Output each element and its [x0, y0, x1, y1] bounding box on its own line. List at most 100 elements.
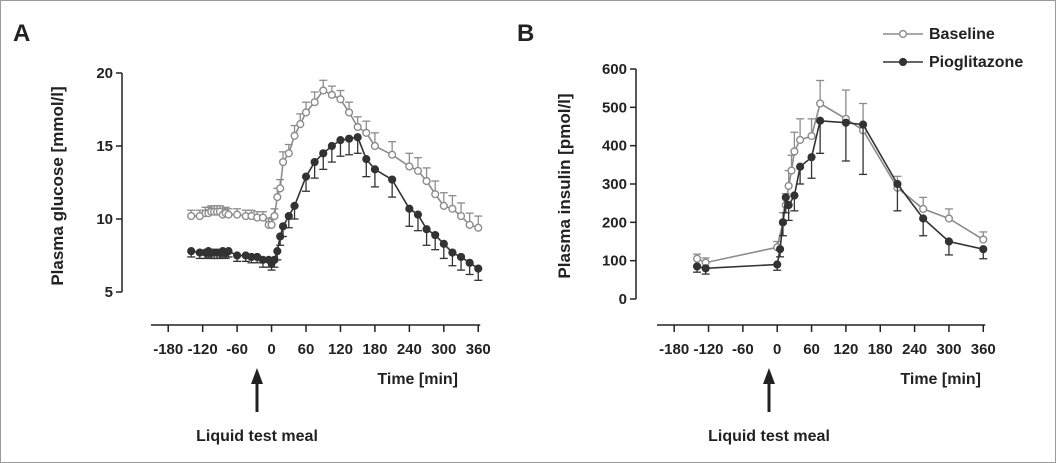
x-axis-label: Time [min]	[377, 371, 458, 388]
data-point	[353, 133, 362, 142]
data-point	[344, 108, 354, 117]
y-tick-label: 200	[602, 214, 627, 231]
data-point	[270, 255, 279, 264]
data-point	[276, 184, 285, 193]
y-tick-label: 600	[602, 61, 627, 78]
data-point	[456, 211, 466, 221]
data-point	[448, 204, 457, 213]
data-point	[816, 99, 825, 108]
data-point	[422, 225, 431, 234]
series-pioglitazone	[187, 133, 483, 281]
data-point	[301, 108, 311, 117]
data-point	[278, 222, 288, 231]
data-point	[448, 248, 457, 257]
y-axis-label: Plasma insulin [pmol/l]	[555, 93, 574, 278]
data-point	[284, 149, 293, 158]
data-point	[439, 239, 448, 248]
data-point	[778, 218, 788, 227]
data-point	[784, 200, 793, 210]
data-point	[775, 245, 785, 254]
x-tick-label: 240	[902, 341, 927, 358]
data-point	[187, 211, 196, 221]
y-tick-label: 10	[96, 211, 113, 228]
data-point	[439, 201, 448, 210]
series-line	[696, 102, 984, 264]
x-tick-label: -60	[732, 341, 754, 358]
data-point	[353, 122, 362, 132]
data-point	[233, 210, 242, 219]
data-point	[290, 201, 299, 210]
x-tick-label: 120	[833, 341, 858, 358]
data-point	[187, 247, 196, 256]
y-tick-label: 400	[602, 138, 627, 155]
legend-label: Pioglitazone	[929, 54, 1023, 71]
data-point	[290, 131, 299, 140]
data-point	[327, 141, 336, 151]
data-point	[319, 86, 328, 95]
x-tick-label: -120	[188, 341, 218, 358]
data-point	[413, 166, 423, 175]
data-point	[919, 204, 928, 214]
data-point	[919, 214, 928, 223]
data-point	[784, 181, 793, 191]
data-point	[301, 172, 311, 181]
data-point	[336, 136, 345, 145]
data-point	[692, 262, 702, 271]
data-point	[388, 150, 397, 159]
meal-annotation: Liquid test meal	[196, 428, 318, 445]
data-point	[781, 193, 790, 202]
data-point	[422, 176, 431, 186]
data-point	[310, 157, 319, 167]
x-tick-label: 120	[328, 341, 353, 358]
data-point	[807, 153, 816, 162]
data-point	[327, 90, 336, 100]
data-point	[267, 220, 276, 229]
data-point	[807, 131, 816, 141]
data-point	[979, 245, 988, 254]
x-tick-label: -120	[694, 341, 724, 358]
x-tick-label: 300	[431, 341, 456, 358]
data-point	[790, 191, 799, 200]
data-point	[858, 120, 868, 129]
data-point	[273, 193, 282, 202]
data-point	[431, 190, 440, 199]
data-point	[319, 149, 328, 158]
data-point	[362, 128, 371, 137]
series-baseline	[187, 79, 483, 232]
panel-label: B	[517, 20, 534, 47]
meal-annotation: Liquid test meal	[708, 428, 830, 445]
data-point	[893, 179, 902, 189]
x-tick-label: 180	[868, 341, 893, 358]
x-tick-label: 360	[466, 341, 491, 358]
data-point	[296, 119, 305, 129]
data-point	[405, 204, 414, 213]
data-point	[796, 135, 805, 145]
data-point	[388, 175, 397, 184]
x-tick-label: 240	[397, 341, 422, 358]
legend-label: Baseline	[929, 26, 995, 43]
data-point	[787, 166, 796, 175]
data-point	[405, 162, 414, 171]
panel-label: A	[13, 20, 30, 47]
meal-arrow-head	[763, 368, 775, 384]
x-tick-label: 60	[298, 341, 315, 358]
data-point	[362, 155, 371, 164]
x-tick-label: -180	[153, 341, 183, 358]
x-tick-label: 60	[803, 341, 820, 358]
data-point	[370, 141, 380, 151]
data-point	[224, 210, 233, 219]
data-point	[456, 252, 466, 262]
data-point	[701, 264, 710, 273]
x-tick-label: -60	[226, 341, 248, 358]
data-point	[773, 260, 782, 269]
x-tick-label: 0	[773, 341, 781, 358]
data-point	[233, 251, 242, 260]
x-tick-label: 180	[362, 341, 387, 358]
y-tick-label: 15	[96, 138, 113, 155]
data-point	[344, 134, 354, 143]
panel-a: A 5 10 15 20 Plasma glucose [mmol/l] -180 -120-…	[13, 20, 491, 445]
x-axis-label: Time [min]	[900, 371, 981, 388]
